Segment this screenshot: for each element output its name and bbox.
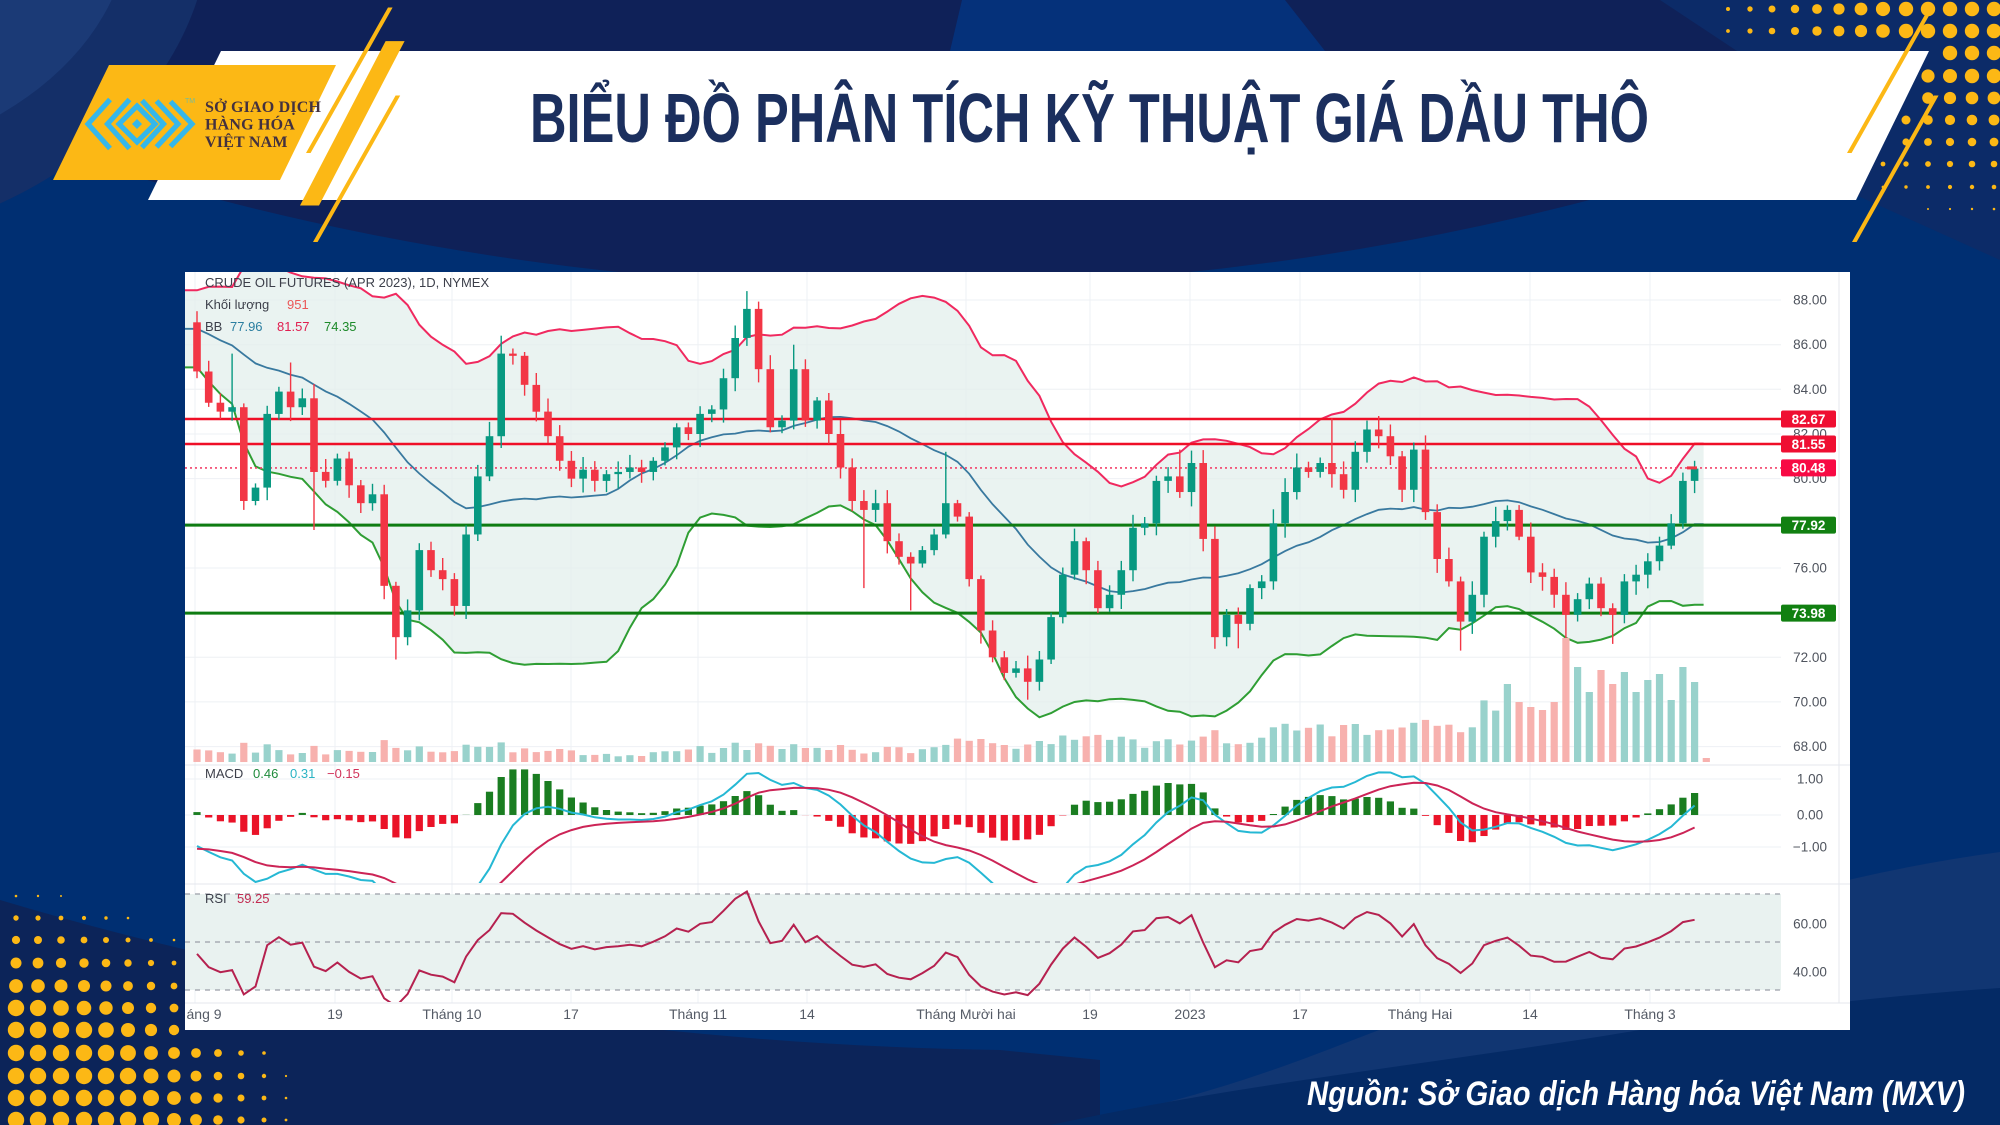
svg-text:CRUDE OIL FUTURES (APR 2023),: CRUDE OIL FUTURES (APR 2023), 1D, NYMEX bbox=[205, 275, 489, 290]
svg-text:−0.15: −0.15 bbox=[327, 766, 360, 781]
svg-text:86.00: 86.00 bbox=[1793, 337, 1827, 352]
svg-text:77.96: 77.96 bbox=[230, 319, 263, 334]
svg-text:81.57: 81.57 bbox=[277, 319, 310, 334]
svg-text:17: 17 bbox=[563, 1006, 579, 1022]
svg-text:áng 9: áng 9 bbox=[187, 1006, 222, 1022]
svg-text:BB: BB bbox=[205, 319, 222, 334]
svg-text:40.00: 40.00 bbox=[1793, 965, 1827, 980]
svg-text:60.00: 60.00 bbox=[1793, 917, 1827, 932]
svg-text:951: 951 bbox=[287, 297, 309, 312]
svg-text:72.00: 72.00 bbox=[1793, 650, 1827, 665]
svg-text:Tháng Hai: Tháng Hai bbox=[1388, 1006, 1453, 1022]
svg-text:RSI: RSI bbox=[205, 891, 227, 906]
svg-text:14: 14 bbox=[799, 1006, 815, 1022]
svg-text:SỞ GIAO DỊCH: SỞ GIAO DỊCH bbox=[205, 97, 322, 116]
svg-text:81.55: 81.55 bbox=[1792, 437, 1826, 452]
svg-text:76.00: 76.00 bbox=[1793, 561, 1827, 576]
svg-text:Tháng 11: Tháng 11 bbox=[669, 1006, 727, 1022]
svg-text:0.46: 0.46 bbox=[253, 766, 278, 781]
svg-text:TM: TM bbox=[185, 98, 195, 105]
svg-text:77.92: 77.92 bbox=[1792, 518, 1826, 533]
svg-text:82.67: 82.67 bbox=[1792, 412, 1826, 427]
svg-text:84.00: 84.00 bbox=[1793, 382, 1827, 397]
svg-text:70.00: 70.00 bbox=[1793, 694, 1827, 709]
svg-text:17: 17 bbox=[1292, 1006, 1308, 1022]
svg-text:19: 19 bbox=[1082, 1006, 1098, 1022]
svg-text:BIỂU ĐỒ PHÂN TÍCH KỸ THUẬT GIÁ: BIỂU ĐỒ PHÂN TÍCH KỸ THUẬT GIÁ DẦU THÔ bbox=[530, 78, 1649, 157]
svg-text:1.00: 1.00 bbox=[1797, 772, 1823, 787]
svg-text:Tháng 3: Tháng 3 bbox=[1624, 1006, 1676, 1022]
svg-text:Tháng Mười hai: Tháng Mười hai bbox=[916, 1006, 1015, 1022]
svg-text:0.31: 0.31 bbox=[290, 766, 315, 781]
svg-text:HÀNG HÓA: HÀNG HÓA bbox=[205, 115, 295, 134]
svg-text:2023: 2023 bbox=[1174, 1006, 1205, 1022]
svg-text:74.35: 74.35 bbox=[324, 319, 357, 334]
svg-text:88.00: 88.00 bbox=[1793, 293, 1827, 308]
svg-text:68.00: 68.00 bbox=[1793, 739, 1827, 754]
svg-text:VIỆT NAM: VIỆT NAM bbox=[205, 133, 288, 151]
svg-text:Tháng 10: Tháng 10 bbox=[422, 1006, 481, 1022]
svg-text:80.48: 80.48 bbox=[1792, 461, 1826, 476]
svg-text:14: 14 bbox=[1522, 1006, 1538, 1022]
svg-text:73.98: 73.98 bbox=[1792, 606, 1826, 621]
svg-text:Nguồn: Sở Giao dịch Hàng hóa V: Nguồn: Sở Giao dịch Hàng hóa Việt Nam (M… bbox=[1307, 1075, 1965, 1113]
svg-text:MACD: MACD bbox=[205, 766, 243, 781]
svg-text:−1.00: −1.00 bbox=[1793, 840, 1827, 855]
svg-text:0.00: 0.00 bbox=[1797, 808, 1823, 823]
svg-text:Khối lượng: Khối lượng bbox=[205, 297, 269, 312]
svg-text:19: 19 bbox=[327, 1006, 343, 1022]
svg-text:59.25: 59.25 bbox=[237, 891, 270, 906]
